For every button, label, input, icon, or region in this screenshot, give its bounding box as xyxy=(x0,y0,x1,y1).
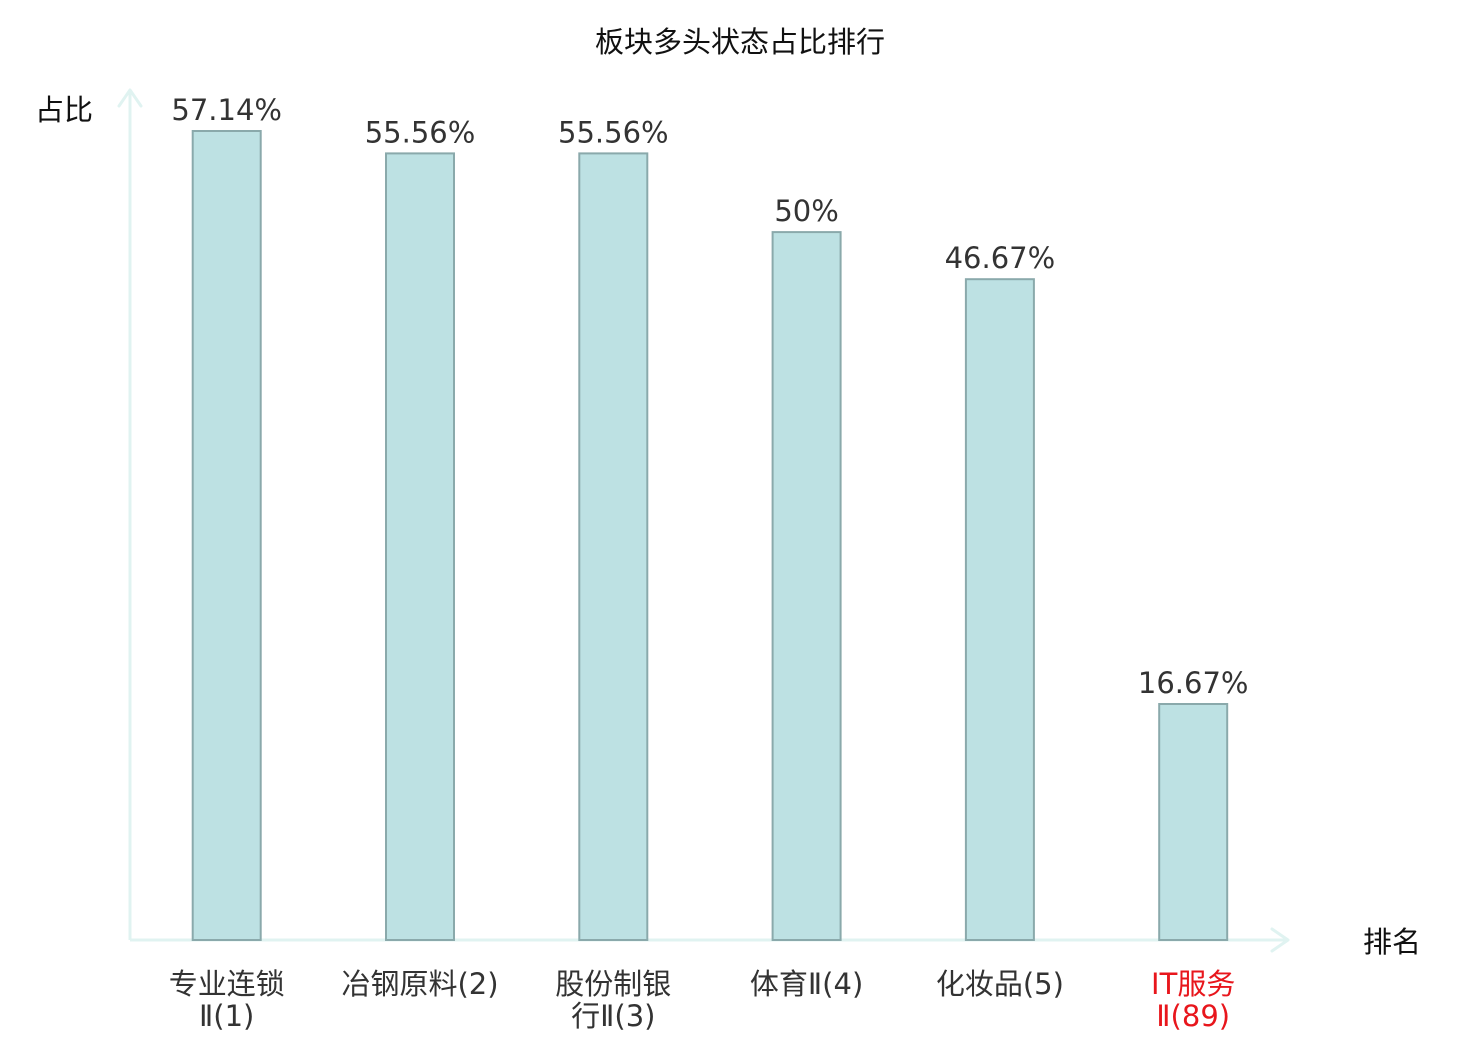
category-label: 股份制银 xyxy=(555,967,671,1001)
y-axis xyxy=(117,88,143,940)
category-label: 化妆品(5) xyxy=(936,967,1064,1001)
value-label: 57.14% xyxy=(171,93,282,127)
category-label: 体育Ⅱ(4) xyxy=(750,967,863,1001)
category-label: Ⅱ(89) xyxy=(1156,999,1230,1033)
bar xyxy=(964,278,1035,941)
value-label: 55.56% xyxy=(365,115,476,149)
value-label: 55.56% xyxy=(558,115,669,149)
value-label: 50% xyxy=(774,194,838,228)
bar xyxy=(191,130,262,941)
value-labels-group: 57.14% 55.56% 55.56% 50% 46.67% 16.67% xyxy=(171,93,1248,700)
value-label: 16.67% xyxy=(1138,666,1249,700)
category-label: 行Ⅱ(3) xyxy=(571,999,655,1033)
category-label: 冶钢原料(2) xyxy=(341,967,498,1001)
bar xyxy=(385,152,455,941)
category-label: Ⅱ(1) xyxy=(199,999,254,1033)
bar xyxy=(578,152,649,941)
category-label: 专业连锁 xyxy=(169,967,285,1001)
bar xyxy=(771,231,842,942)
y-axis-label: 占比 xyxy=(35,93,93,127)
category-label: IT服务 xyxy=(1151,967,1235,1001)
chart-title: 板块多头状态占比排行 xyxy=(595,25,885,59)
value-label: 46.67% xyxy=(945,241,1056,275)
bars-group xyxy=(191,130,1229,942)
x-axis xyxy=(130,927,1290,953)
bar xyxy=(1158,703,1229,941)
x-axis-label: 排名 xyxy=(1363,925,1421,959)
